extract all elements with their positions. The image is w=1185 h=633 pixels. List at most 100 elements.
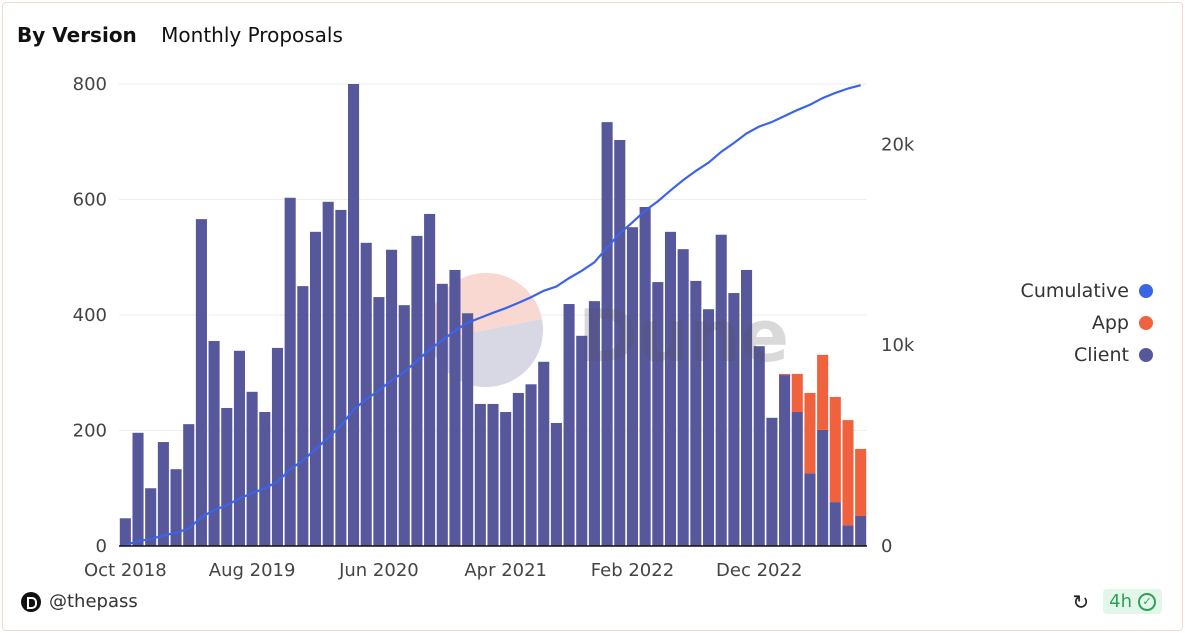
legend-dot: [1139, 348, 1153, 362]
y-left-tick-label: 800: [73, 74, 107, 95]
bar-client: [348, 84, 360, 546]
bar-client: [779, 375, 791, 546]
bar-client: [360, 242, 372, 546]
tab-bar: By Version Monthly Proposals: [17, 23, 361, 47]
legend-app[interactable]: App: [963, 307, 1153, 339]
x-tick-label: Oct 2018: [84, 560, 167, 581]
legend-label: Client: [1073, 344, 1129, 366]
chart: 0 200 400 600 800 0 10k 20k Dune Oct 2018 Aug 2019…: [73, 74, 915, 581]
bar-client: [284, 197, 296, 546]
refresh-age: 4h: [1109, 591, 1132, 612]
bar-client: [664, 231, 677, 546]
tab-by-version[interactable]: By Version: [17, 23, 137, 47]
bar-client: [639, 207, 651, 546]
bar-client: [538, 361, 550, 546]
bar-client: [728, 293, 740, 546]
legend-label: App: [1091, 312, 1129, 334]
bar-client: [500, 412, 512, 546]
bar-client: [512, 392, 524, 546]
legend-client[interactable]: Client: [963, 339, 1153, 371]
bar-client: [322, 201, 334, 546]
bar-client: [563, 304, 575, 546]
bar-client: [588, 301, 600, 546]
bar-client: [297, 286, 309, 546]
bar-app: [804, 392, 816, 474]
author-link[interactable]: @thepass: [21, 591, 138, 612]
bar-client: [829, 502, 841, 546]
y-left-tick-label: 200: [73, 421, 107, 442]
bar-client: [804, 473, 816, 546]
legend-cumulative[interactable]: Cumulative: [963, 275, 1153, 307]
bar-client: [741, 269, 753, 546]
y-left-tick-label: 600: [73, 190, 107, 211]
bar-client: [271, 347, 284, 546]
bar-client: [842, 525, 854, 546]
y-right-tick-label: 0: [881, 536, 892, 557]
bar-app: [779, 373, 791, 376]
bar-client: [411, 235, 423, 546]
freshness-badge: 4h ✓: [1103, 589, 1162, 614]
bar-client: [677, 249, 689, 547]
check-icon: ✓: [1138, 592, 1156, 611]
bar-client: [525, 384, 537, 546]
bar-client: [398, 305, 410, 546]
bar-app: [829, 397, 841, 503]
bar-app: [855, 448, 867, 516]
legend-dot: [1139, 316, 1153, 330]
y-left-tick-label: 400: [73, 305, 107, 326]
bar-client: [652, 282, 664, 546]
bar-client: [436, 283, 448, 546]
legend-label: Cumulative: [1020, 280, 1129, 302]
bar-client: [145, 488, 157, 546]
bar-client: [449, 269, 461, 546]
bar-client: [309, 231, 322, 546]
bar-app: [842, 420, 854, 526]
legend: Cumulative App Client: [963, 275, 1153, 371]
refresh-icon[interactable]: ↻: [1072, 589, 1090, 614]
bar-client: [462, 313, 474, 546]
x-tick-label: Feb 2022: [591, 560, 674, 581]
bar-client: [550, 422, 562, 546]
watermark-text: Dune: [578, 294, 789, 378]
bar-client: [170, 469, 182, 546]
bar-client: [208, 340, 220, 546]
bar-client: [424, 213, 436, 546]
bar-client: [335, 209, 347, 546]
bar-client: [259, 412, 271, 546]
x-tick-label: Aug 2019: [209, 560, 296, 581]
bar-client: [487, 403, 499, 546]
legend-dot: [1139, 284, 1153, 298]
bar-client: [702, 309, 715, 546]
bar-client: [601, 122, 613, 547]
author-name: @thepass: [49, 591, 138, 612]
bar-client: [474, 403, 486, 546]
bar-client: [221, 407, 233, 546]
bar-client: [753, 346, 765, 546]
bar-client: [386, 249, 398, 546]
cumulative-line: [125, 84, 861, 547]
bar-client: [690, 280, 702, 546]
y-right-tick-label: 20k: [881, 134, 915, 155]
bar-client: [157, 442, 169, 546]
bar-client: [183, 424, 195, 546]
bar-client: [791, 412, 803, 546]
bar-app: [791, 373, 803, 413]
x-tick-label: Apr 2021: [464, 560, 547, 581]
bar-client: [233, 350, 245, 546]
y-left-tick-label: 0: [96, 536, 107, 557]
bar-client: [855, 515, 867, 546]
x-tick-label: Dec 2022: [716, 560, 802, 581]
bar-client: [195, 219, 207, 546]
bar-client: [373, 297, 385, 546]
bar-client: [626, 227, 638, 546]
y-right-tick-label: 10k: [881, 335, 915, 356]
bar-client: [119, 518, 131, 546]
bar-client: [715, 234, 727, 547]
bar-client: [817, 429, 829, 546]
bar-client: [246, 391, 258, 546]
bar-app: [817, 354, 829, 430]
tab-monthly-proposals[interactable]: Monthly Proposals: [161, 23, 343, 47]
bar-client: [132, 432, 144, 546]
bar-client: [766, 417, 778, 546]
